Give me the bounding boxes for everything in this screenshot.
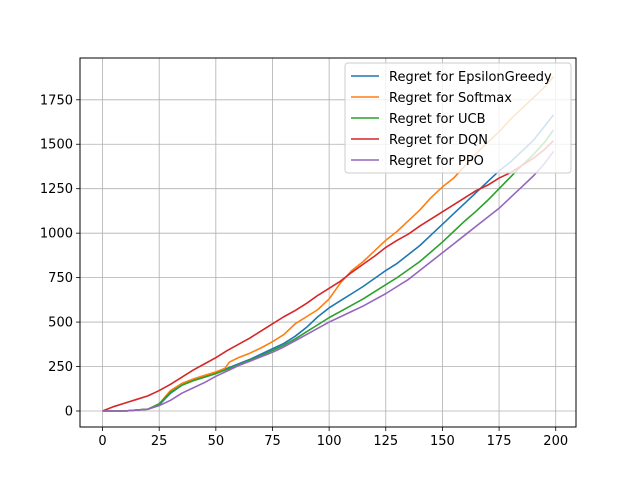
x-tick-label: 175 [487, 434, 512, 449]
series-line-3 [102, 140, 555, 412]
y-tick-label: 750 [48, 271, 73, 286]
legend: Regret for EpsilonGreedy Regret for Softm… [344, 62, 572, 174]
x-tick-label: 200 [543, 434, 568, 449]
legend-label: Regret for EpsilonGreedy [389, 70, 552, 85]
plot-frame [79, 57, 577, 428]
y-tick-label: 500 [48, 316, 73, 331]
legend-label: Regret for UCB [389, 112, 486, 127]
x-tick-label: 125 [373, 434, 398, 449]
legend-label: Regret for Softmax [389, 91, 512, 106]
y-tick-label: 1000 [40, 227, 73, 242]
x-tick-label: 150 [430, 434, 455, 449]
x-tick-label: 50 [208, 434, 225, 449]
axis-ticks: 0 25 50 75 100 125 150 175 200 0 250 500 750 1000 1250… [40, 93, 568, 449]
legend-label: Regret for DQN [389, 133, 488, 148]
x-tick-label: 100 [317, 434, 342, 449]
y-tick-label: 250 [48, 360, 73, 375]
series-line-0 [102, 114, 555, 412]
y-tick-label: 1750 [40, 93, 73, 108]
x-tick-label: 25 [151, 434, 168, 449]
legend-label: Regret for PPO [389, 154, 484, 169]
x-tick-label: 75 [264, 434, 281, 449]
series-line-2 [102, 129, 555, 412]
series-line-4 [102, 150, 555, 412]
legend-box [344, 62, 572, 174]
y-tick-label: 0 [65, 404, 73, 419]
y-tick-label: 1500 [40, 138, 73, 153]
x-tick-label: 0 [98, 434, 106, 449]
y-tick-label: 1250 [40, 182, 73, 197]
